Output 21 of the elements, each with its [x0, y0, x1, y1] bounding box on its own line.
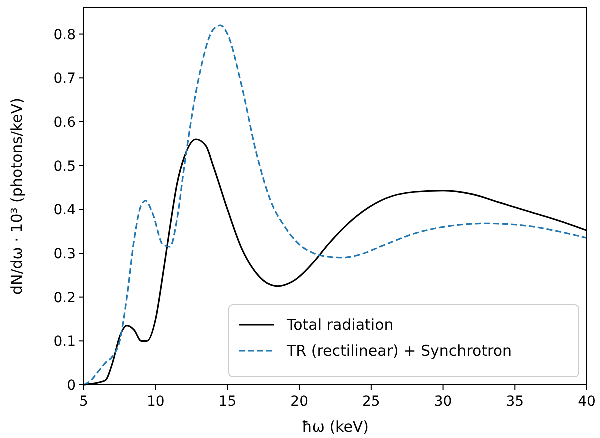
- y-tick-label: 0.7: [54, 71, 76, 88]
- y-tick-label: 0.1: [54, 334, 76, 350]
- legend-label: TR (rectilinear) + Synchrotron: [286, 342, 512, 360]
- y-tick-label: 0.2: [54, 290, 76, 306]
- x-tick-label: 20: [290, 394, 308, 410]
- legend-label: Total radiation: [286, 316, 394, 334]
- x-tick-label: 30: [434, 394, 452, 410]
- x-axis-title: ħω (keV): [302, 418, 370, 436]
- x-tick-label: 25: [362, 394, 380, 410]
- y-tick-label: 0.3: [54, 246, 76, 262]
- x-tick-label: 35: [506, 394, 524, 410]
- y-tick-label: 0.8: [54, 27, 76, 44]
- x-tick-label: 5: [80, 394, 88, 410]
- y-axis-title: dN/dω · 10³ (photons/keV): [8, 98, 26, 296]
- x-tick-label: 15: [218, 394, 237, 410]
- y-tick-label: 0.4: [54, 202, 76, 219]
- y-tick-label: 0.5: [54, 158, 76, 175]
- y-tick-label: 0: [67, 378, 76, 394]
- x-tick-label: 10: [146, 394, 165, 410]
- y-tick-label: 0.6: [54, 114, 76, 131]
- x-tick-label: 40: [578, 394, 596, 410]
